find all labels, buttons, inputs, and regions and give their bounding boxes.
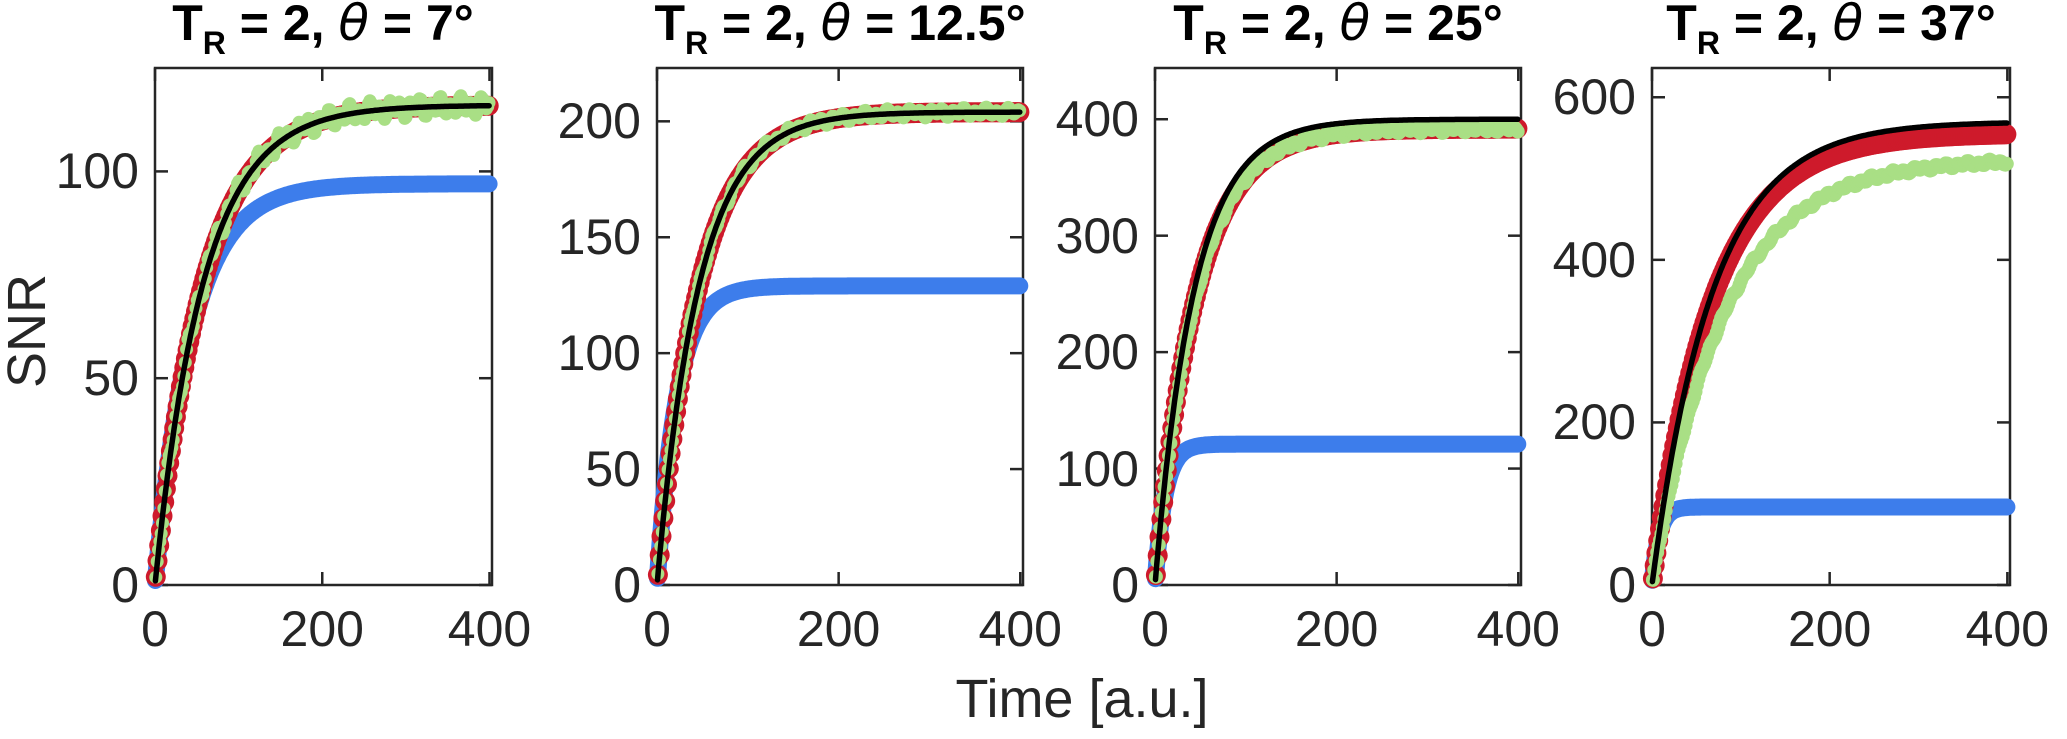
green-data-dots (651, 100, 1027, 581)
black-fit-line (654, 109, 1023, 583)
tr-value: = 2, (1226, 0, 1340, 51)
x-tick-label: 400 (1476, 601, 1560, 657)
x-tick-label: 400 (1965, 601, 2050, 657)
theta-symbol: θ (820, 0, 852, 52)
x-tick-label: 200 (1294, 601, 1379, 657)
subplot-3-title: TR = 2, θ = 25° (1173, 0, 1503, 61)
green-data-dots (1645, 152, 2014, 587)
black-fit-line (1649, 120, 2010, 585)
tr-symbol: T (172, 0, 203, 51)
y-tick-label: 200 (1055, 324, 1139, 381)
y-tick-label: 50 (585, 441, 641, 498)
red-circle-marker (1996, 124, 2017, 145)
tr-symbol: T (654, 0, 685, 51)
subplot-4 (1642, 66, 2017, 589)
red-circle-markers (145, 95, 499, 587)
tr-subscript: R (1203, 25, 1227, 61)
black-fit-line (1152, 116, 1521, 583)
subplot-2 (647, 66, 1030, 587)
theta-value: = 37° (1863, 0, 1996, 51)
tr-symbol: T (1173, 0, 1204, 51)
theta-symbol: θ (1832, 0, 1864, 52)
theta-symbol: θ (1339, 0, 1371, 52)
tr-value: = 2, (225, 0, 339, 51)
tr-subscript: R (684, 25, 709, 61)
y-axis-label: SNR (0, 274, 57, 389)
y-tick-label: 150 (557, 209, 641, 266)
blue-thick-curve (1643, 498, 2016, 589)
y-tick-label: 100 (1055, 440, 1139, 497)
x-tick-label: 400 (978, 601, 1062, 657)
y-tick-label: 0 (1608, 557, 1636, 613)
blue-thick-curve (1147, 435, 1527, 588)
x-tick-label: 400 (447, 601, 532, 657)
y-tick-label: 0 (613, 557, 641, 613)
green-data-dots (149, 89, 496, 584)
theta-value: = 12.5° (851, 0, 1026, 51)
axes-box (655, 66, 1025, 587)
x-tick-label: 0 (643, 601, 671, 657)
theta-symbol: θ (338, 0, 370, 52)
blue-thick-curve (649, 277, 1029, 587)
subplot-4-title: TR = 2, θ = 37° (1666, 0, 1996, 61)
green-data-dot (1510, 124, 1525, 139)
y-tick-label: 300 (1055, 207, 1139, 264)
green-data-dot (1999, 156, 2014, 171)
axes-box (1153, 66, 1523, 587)
subplot-1-title: TR = 2, θ = 7° (172, 0, 474, 61)
tr-symbol: T (1666, 0, 1697, 51)
tr-subscript: R (1696, 25, 1720, 61)
green-data-dots (1148, 117, 1525, 584)
black-fit-line (152, 102, 492, 584)
y-tick-label: 100 (55, 143, 139, 200)
red-circle-markers (1145, 118, 1528, 585)
x-tick-label: 200 (796, 601, 881, 657)
red-circle-markers (647, 102, 1030, 585)
tr-subscript: R (202, 25, 226, 61)
x-tick-label: 200 (280, 601, 364, 657)
theta-value: = 7° (369, 0, 474, 51)
axes-box (1650, 66, 2012, 587)
y-tick-label: 200 (1552, 394, 1636, 451)
theta-value: = 25° (1370, 0, 1503, 51)
y-tick-label: 100 (557, 325, 641, 382)
subplot-1 (145, 66, 499, 589)
subplot-3 (1145, 66, 1528, 588)
x-tick-label: 0 (1638, 601, 1666, 657)
axes-box (153, 66, 494, 587)
y-tick-label: 0 (1111, 557, 1139, 613)
y-tick-label: 200 (557, 93, 641, 150)
x-tick-label: 200 (1787, 601, 1872, 657)
tr-value: = 2, (1719, 0, 1833, 51)
y-tick-label: 0 (111, 557, 139, 613)
x-tick-label: 0 (1141, 601, 1169, 657)
x-axis-label: Time [a.u.] (955, 669, 1209, 729)
x-tick-label: 0 (141, 601, 169, 657)
y-tick-label: 400 (1055, 91, 1139, 148)
y-tick-label: 400 (1552, 231, 1636, 288)
subplot-2-title: TR = 2, θ = 12.5° (654, 0, 1026, 61)
y-tick-label: 50 (83, 350, 139, 407)
tr-value: = 2, (708, 0, 821, 51)
y-tick-label: 600 (1552, 69, 1636, 126)
